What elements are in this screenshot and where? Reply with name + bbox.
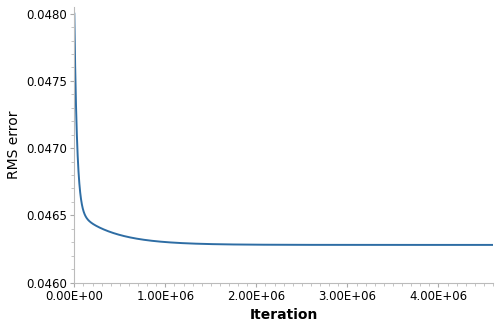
X-axis label: Iteration: Iteration (250, 308, 318, 322)
Y-axis label: RMS error: RMS error (7, 111, 21, 179)
